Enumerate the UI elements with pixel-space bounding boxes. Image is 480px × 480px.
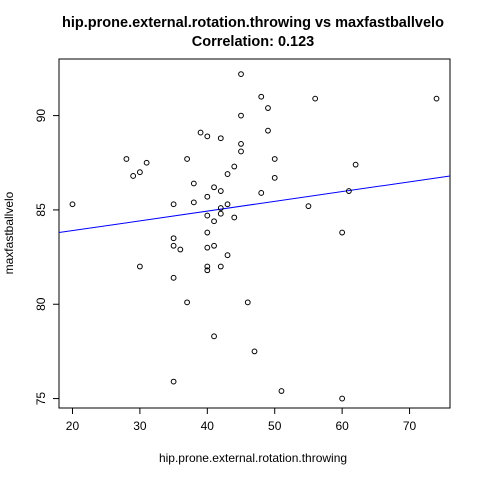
data-points xyxy=(69,71,440,402)
data-point xyxy=(204,193,211,200)
data-point xyxy=(217,188,224,194)
data-point xyxy=(244,299,251,306)
data-point xyxy=(170,235,177,242)
data-point xyxy=(231,163,238,170)
data-point xyxy=(231,214,238,221)
data-point xyxy=(211,184,217,191)
data-point xyxy=(211,333,217,340)
data-point xyxy=(265,105,271,111)
data-point xyxy=(258,93,265,100)
data-point xyxy=(211,218,217,225)
chart-title: hip.prone.external.rotation.throwing vs … xyxy=(62,15,444,31)
data-point xyxy=(224,252,231,259)
data-point xyxy=(312,95,319,102)
x-tick-label: 70 xyxy=(403,419,417,433)
data-point xyxy=(177,246,184,253)
data-point xyxy=(170,242,177,249)
data-point xyxy=(238,112,244,119)
data-point xyxy=(352,161,359,168)
data-point xyxy=(238,71,244,77)
data-point xyxy=(339,395,346,402)
data-point xyxy=(204,263,211,270)
data-point xyxy=(170,201,177,208)
trend-line-group xyxy=(58,175,451,234)
data-point xyxy=(217,263,224,270)
data-point xyxy=(130,173,137,179)
y-tick-label: 75 xyxy=(34,392,48,406)
data-point xyxy=(143,159,150,166)
data-point xyxy=(433,95,440,102)
data-point xyxy=(69,201,76,208)
data-point xyxy=(136,169,143,176)
x-axis-label: hip.prone.external.rotation.throwing xyxy=(159,451,347,465)
x-tick-label: 60 xyxy=(335,419,349,433)
x-tick-label: 30 xyxy=(133,419,147,433)
plot-frame xyxy=(58,58,451,409)
data-point xyxy=(271,174,278,181)
data-point xyxy=(204,267,211,274)
data-point xyxy=(339,229,346,236)
data-point xyxy=(170,274,177,281)
data-point xyxy=(170,378,177,385)
data-point xyxy=(224,201,231,208)
x-axis: 20 30 40 50 60 70 xyxy=(66,408,417,433)
x-tick-label: 40 xyxy=(201,419,215,433)
data-point xyxy=(305,203,312,210)
data-point xyxy=(238,148,244,155)
y-axis: 75 80 85 90 xyxy=(34,109,59,406)
x-tick-label: 50 xyxy=(268,419,282,433)
data-point xyxy=(204,244,211,251)
data-point xyxy=(271,156,278,162)
data-point xyxy=(197,129,204,136)
y-axis-label: maxfastballvelo xyxy=(2,191,16,274)
data-point xyxy=(190,180,197,187)
data-point xyxy=(217,210,224,217)
x-tick-label: 20 xyxy=(66,419,80,433)
data-point xyxy=(265,127,271,134)
y-tick-label: 80 xyxy=(34,297,48,311)
data-point xyxy=(184,299,190,306)
y-tick-label: 90 xyxy=(34,109,48,123)
data-point xyxy=(136,263,143,270)
data-point xyxy=(123,156,130,162)
data-point xyxy=(217,135,224,142)
data-point xyxy=(217,205,224,211)
y-tick-label: 85 xyxy=(34,203,48,217)
data-point xyxy=(251,348,258,355)
data-point xyxy=(184,156,190,162)
data-point xyxy=(278,388,285,394)
data-point xyxy=(211,242,217,249)
regression-line xyxy=(58,175,451,234)
data-point xyxy=(204,212,211,219)
data-point xyxy=(204,133,211,140)
data-point xyxy=(224,171,231,177)
data-point xyxy=(190,199,197,206)
data-point xyxy=(258,190,265,196)
data-point xyxy=(204,229,211,236)
chart-subtitle: Correlation: 0.123 xyxy=(192,34,315,50)
data-point xyxy=(238,140,244,147)
data-point xyxy=(345,188,352,194)
